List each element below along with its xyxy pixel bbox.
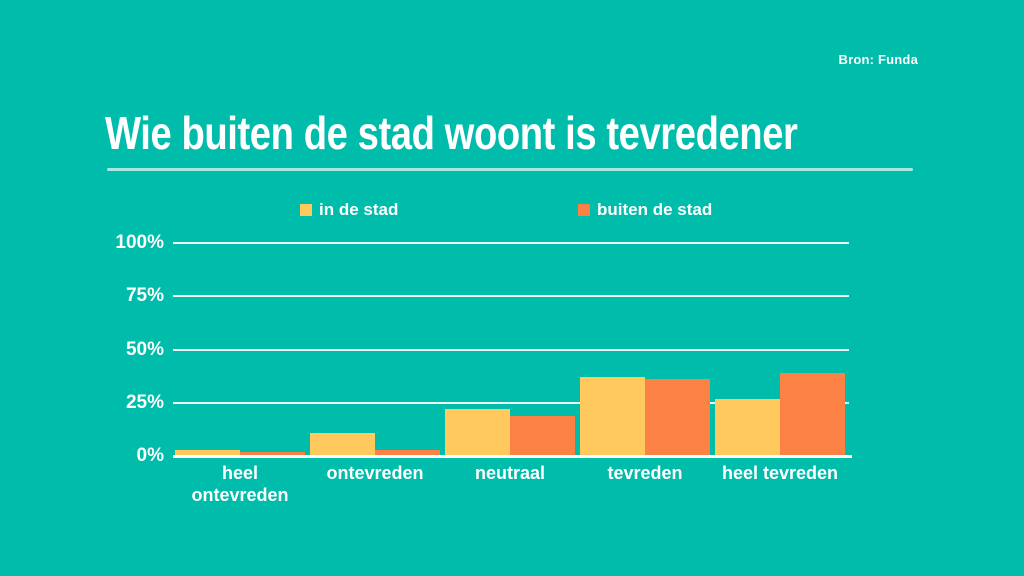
legend-label-in-de-stad: in de stad (319, 200, 399, 219)
bar-buiten-de-stad-neutraal (510, 415, 575, 456)
bar-in-de-stad-tevreden (580, 377, 645, 456)
chart-title: Wie buiten de stad woont is tevredener (105, 107, 798, 159)
bar-in-de-stad-neutraal (445, 409, 510, 456)
x-axis-label-neutraal: neutraal (474, 463, 546, 483)
bar-in-de-stad-heel-ontevreden (175, 449, 240, 456)
bar-in-de-stad-heel-tevreden (715, 398, 780, 456)
bar-buiten-de-stad-heel-ontevreden (240, 451, 305, 456)
bar-buiten-de-stad-heel-tevreden (780, 372, 845, 456)
legend-swatch-in-de-stad (300, 204, 312, 216)
title-underline (107, 168, 913, 171)
y-tick-label-25: 25% (125, 391, 164, 413)
x-axis-line (173, 455, 852, 458)
gridline-25 (173, 401, 849, 404)
y-tick-label-100: 100% (115, 232, 164, 253)
legend-swatch-buiten-de-stad (578, 204, 590, 216)
gridline-75 (173, 295, 849, 298)
legend-item-buiten-de-stad: buiten de stad (578, 199, 712, 221)
gridline-100 (173, 242, 849, 244)
bar-in-de-stad-ontevreden (310, 432, 375, 456)
x-axis-label-heel-tevreden: heel tevreden (721, 463, 839, 483)
plot-area (173, 242, 852, 458)
bar-buiten-de-stad-ontevreden (375, 449, 440, 456)
x-axis-label-ontevreden: ontevreden (326, 463, 424, 483)
y-tick-label-0: 0% (136, 445, 164, 466)
x-axis-label-tevreden: tevreden (607, 463, 683, 483)
source-label: Bron: Funda (838, 52, 918, 67)
legend-item-in-de-stad: in de stad (300, 199, 398, 221)
bar-buiten-de-stad-tevreden (645, 379, 710, 456)
x-axis-label-heel-ontevreden: heel ontevreden (191, 463, 289, 505)
gridline-50 (173, 348, 849, 351)
y-tick-label-50: 50% (125, 338, 164, 360)
legend-label-buiten-de-stad: buiten de stad (597, 200, 713, 219)
y-tick-label-75: 75% (125, 285, 164, 307)
